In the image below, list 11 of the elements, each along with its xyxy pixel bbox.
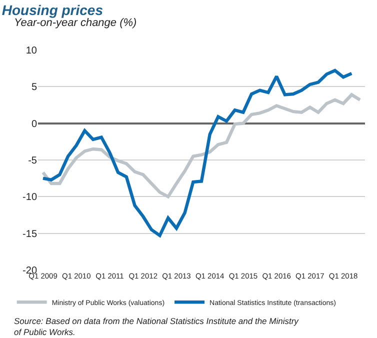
source-note: Source: Based on data from the National Statistics Institute and the Ministry of Public Works. bbox=[14, 316, 300, 338]
line-series bbox=[41, 93, 362, 198]
y-tick-label: 5 bbox=[31, 82, 38, 94]
y-tick-label: -5 bbox=[28, 156, 38, 166]
line-series bbox=[41, 68, 354, 238]
chart-subtitle: Year-on-year change (%) bbox=[14, 17, 138, 29]
y-tick-label: -15 bbox=[22, 228, 38, 240]
chart-title: Housing prices bbox=[2, 2, 104, 18]
y-tick-label: -10 bbox=[22, 192, 38, 204]
y-tick-label: 10 bbox=[26, 46, 38, 56]
y-tick-label: 0 bbox=[31, 118, 38, 130]
